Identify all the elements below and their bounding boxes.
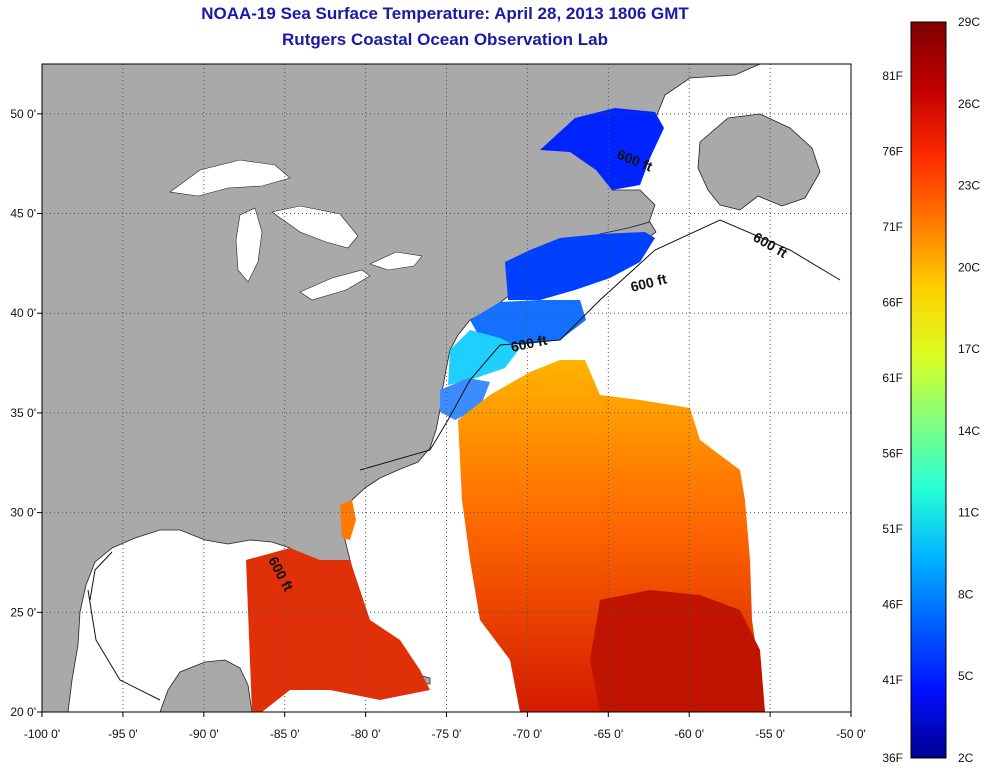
- colorbar-fahrenheit-label: 61F: [882, 371, 903, 385]
- x-tick-label: -75 0': [432, 727, 462, 741]
- colorbar-celsius-label: 5C: [958, 669, 974, 683]
- x-tick-label: -95 0': [108, 727, 138, 741]
- map-subtitle: Rutgers Coastal Ocean Observation Lab: [282, 30, 608, 49]
- newfoundland-land: [697, 113, 821, 211]
- sst-cool-region: [448, 330, 520, 385]
- isobath-600ft: [87, 219, 841, 701]
- sst-hot-region: [590, 590, 765, 712]
- x-tick-label: -70 0': [513, 727, 543, 741]
- sst-warm-region: [246, 548, 430, 712]
- colorbar-celsius-label: 2C: [958, 751, 974, 765]
- lake-superior: [169, 159, 291, 197]
- colorbar-fahrenheit-label: 51F: [882, 522, 903, 536]
- sst-cold-region: [470, 300, 586, 345]
- colorbar-celsius-label: 8C: [958, 587, 974, 601]
- colorbar-fahrenheit-label: 76F: [882, 145, 903, 159]
- lake-huron: [271, 205, 359, 249]
- colorbar-fahrenheit-label: 36F: [882, 751, 903, 765]
- colorbar-celsius-label: 20C: [958, 260, 980, 274]
- y-tick-label: 30 0': [10, 506, 36, 520]
- colorbar-fahrenheit-label: 46F: [882, 598, 903, 612]
- colorbar-fahrenheit-label: 41F: [882, 673, 903, 687]
- sst-cool-region: [440, 378, 490, 420]
- x-tick-label: -55 0': [755, 727, 785, 741]
- x-tick-label: -80 0': [351, 727, 381, 741]
- x-axis: -100 0' -95 0' -90 0' -85 0' -80 0' -75 0' -70…: [24, 712, 866, 741]
- colorbar-fahrenheit-label: 81F: [882, 69, 903, 83]
- colorbar-celsius-label: 14C: [958, 424, 980, 438]
- colorbar-celsius-label: 29C: [958, 15, 980, 29]
- colorbar-celsius-ticks: 29C 26C 23C 20C 17C 14C 11C 8C 5C 2C: [958, 15, 980, 765]
- map-gridlines: [42, 64, 851, 712]
- colorbar-celsius-label: 17C: [958, 342, 980, 356]
- north-america-land: [42, 64, 761, 712]
- x-tick-label: -65 0': [593, 727, 623, 741]
- colorbar-celsius-label: 11C: [958, 506, 979, 520]
- sst-cold-region: [540, 108, 664, 190]
- map-title: NOAA-19 Sea Surface Temperature: April 2…: [201, 4, 689, 23]
- x-tick-label: -85 0': [270, 727, 300, 741]
- y-tick-label: 50 0': [10, 107, 36, 121]
- y-tick-label: 45 0': [10, 207, 36, 221]
- yucatan-land: [159, 659, 253, 712]
- colorbar-celsius-label: 23C: [958, 179, 980, 193]
- colorbar-fahrenheit-label: 56F: [882, 447, 903, 461]
- colorbar-fahrenheit-label: 71F: [882, 220, 903, 234]
- colorbar-celsius-label: 26C: [958, 97, 980, 111]
- sst-warm-region: [340, 500, 356, 540]
- sst-cold-region: [505, 232, 655, 300]
- isobath-label: 600 ft: [509, 332, 548, 355]
- x-tick-label: -50 0': [836, 727, 866, 741]
- colorbar-fahrenheit-label: 66F: [882, 296, 903, 310]
- y-tick-label: 20 0': [10, 705, 36, 719]
- y-tick-label: 35 0': [10, 406, 36, 420]
- colorbar-fahrenheit-ticks: 81F 76F 71F 66F 61F 56F 51F 46F 41F 36F: [882, 69, 903, 765]
- x-tick-label: -90 0': [189, 727, 219, 741]
- y-tick-label: 40 0': [10, 306, 36, 320]
- lake-ontario: [369, 251, 423, 271]
- x-tick-label: -100 0': [24, 727, 60, 741]
- y-tick-label: 25 0': [10, 605, 36, 619]
- lake-erie: [299, 269, 371, 301]
- y-axis: 20 0' 25 0' 30 0' 35 0' 40 0' 45 0' 50 0': [10, 107, 42, 719]
- lake-michigan: [235, 207, 263, 283]
- x-tick-label: -60 0': [674, 727, 704, 741]
- colorbar-scale: [910, 21, 947, 759]
